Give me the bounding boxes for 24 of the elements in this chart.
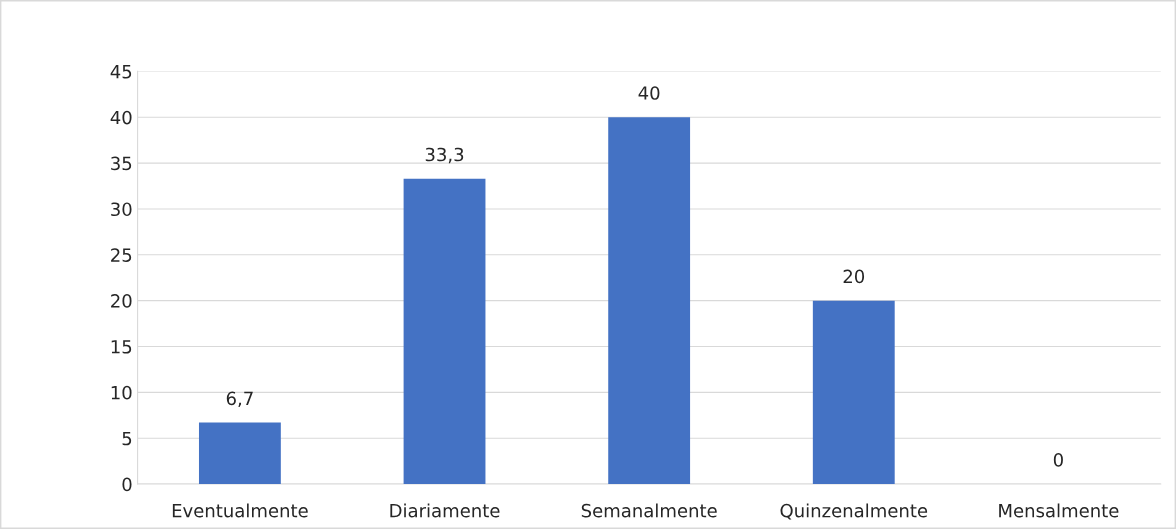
y-tick-label: 5 — [122, 431, 132, 446]
bar — [403, 178, 486, 485]
y-tick-label: 30 — [111, 202, 132, 217]
x-tick-label: Eventualmente — [172, 503, 308, 518]
y-tick-label: 25 — [111, 248, 132, 262]
x-tick-label: Diariamente — [390, 503, 500, 518]
bar — [608, 117, 691, 485]
y-tick-label: 45 — [110, 65, 132, 79]
y-tick-label: 10 — [111, 385, 132, 400]
bar — [812, 300, 895, 485]
data-label: 40 — [638, 86, 660, 100]
x-tick-label: Semanalmente — [581, 503, 717, 518]
y-tick-label: 35 — [111, 156, 132, 171]
y-tick-label: 0 — [122, 477, 132, 492]
data-label: 20 — [843, 269, 865, 284]
data-label: 33,3 — [425, 147, 464, 164]
bar — [198, 422, 281, 485]
y-tick-label: 40 — [110, 110, 132, 125]
x-tick-label: Quinzenalmente — [780, 503, 928, 520]
data-label: 6,7 — [226, 391, 253, 408]
y-tick-label: 15 — [111, 340, 132, 354]
data-label: 0 — [1053, 452, 1063, 467]
y-tick-label: 20 — [111, 294, 132, 308]
x-tick-label: Mensalmente — [999, 503, 1119, 518]
